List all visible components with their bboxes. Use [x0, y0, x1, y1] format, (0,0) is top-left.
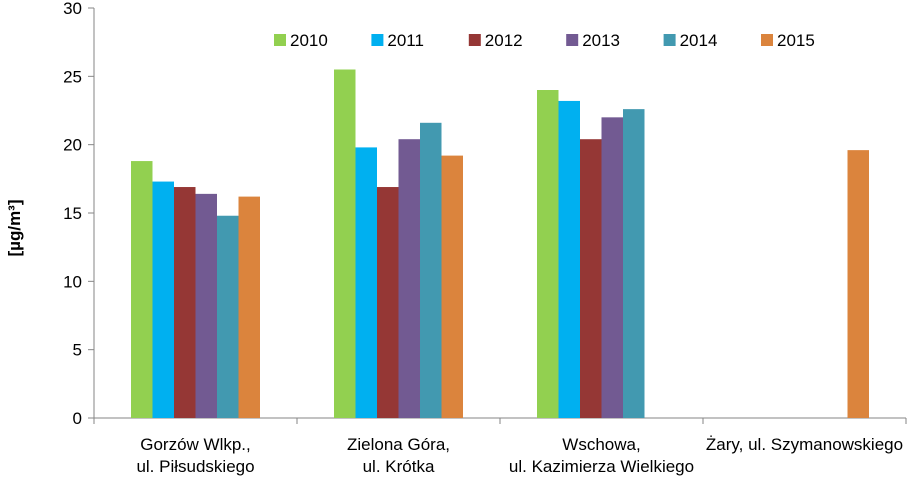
legend-swatch-2010: [274, 34, 286, 46]
legend-swatch-2012: [468, 34, 481, 46]
legend-label: 2012: [485, 31, 523, 50]
bar-2012-0: [174, 187, 196, 418]
y-tick-label: 0: [73, 409, 82, 428]
legend-label: 2013: [582, 31, 620, 50]
bar-2015-1: [441, 155, 463, 418]
x-category-label: ul. Kazimierza Wielkiego: [509, 457, 694, 476]
bar-2013-1: [398, 139, 420, 418]
legend-swatch-2011: [371, 34, 384, 46]
y-tick-label: 15: [63, 204, 82, 223]
y-tick-label: 10: [63, 272, 82, 291]
axes: 0 5 10 15 20 25 30 Gorzów Wlkp., ul. Piłsudskieg…: [63, 0, 907, 476]
x-category-label: ul. Piłsudskiego: [136, 457, 254, 476]
bar-2010-0: [131, 161, 153, 419]
y-tick-label: 5: [73, 341, 82, 360]
bar-2010-2: [537, 90, 559, 418]
bar-2010-1: [334, 69, 356, 418]
legend-label: 2014: [680, 31, 718, 50]
legend: 2010 2011 2012 2013 2014 2015: [274, 31, 815, 50]
legend-label: 2011: [387, 31, 424, 50]
x-category-label: Zielona Góra,: [347, 435, 450, 454]
bar-2015-0: [238, 196, 260, 418]
bar-2011-0: [152, 181, 174, 418]
legend-swatch-2013: [566, 34, 579, 46]
bar-2011-2: [558, 100, 580, 418]
bar-2012-1: [377, 187, 399, 418]
legend-label: 2010: [290, 31, 328, 50]
bar-2014-2: [623, 109, 645, 418]
y-tick-label: 30: [63, 0, 82, 18]
bar-2013-0: [195, 193, 217, 418]
bar-2014-1: [420, 122, 442, 419]
bar-2014-0: [217, 215, 239, 418]
x-category-label: ul. Krótka: [363, 457, 435, 476]
legend-swatch-2014: [663, 34, 676, 46]
y-tick-label: 20: [63, 136, 82, 155]
x-category-label: Żary, ul. Szymanowskiego: [706, 435, 903, 454]
bar-2013-2: [601, 117, 623, 418]
legend-label: 2015: [777, 31, 815, 50]
x-category-label: Wschowa,: [562, 435, 640, 454]
bars: [131, 69, 869, 419]
x-category-label: Gorzów Wlkp.,: [140, 435, 251, 454]
bar-2015-3: [847, 150, 869, 418]
bar-2012-2: [580, 139, 602, 418]
y-axis-label: [µg/m³]: [5, 199, 24, 256]
legend-swatch-2015: [761, 34, 773, 46]
y-tick-label: 25: [63, 67, 82, 86]
bar-2011-1: [355, 147, 377, 418]
